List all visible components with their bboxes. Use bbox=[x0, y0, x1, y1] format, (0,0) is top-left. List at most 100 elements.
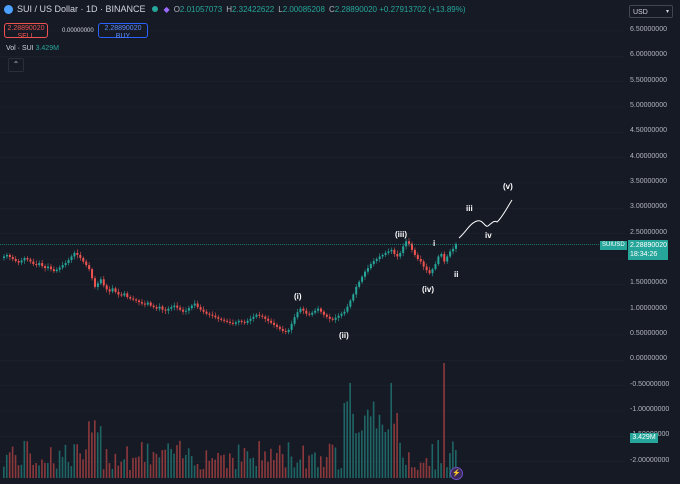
candle-body bbox=[264, 316, 267, 319]
sell-price: 2.28890020 bbox=[7, 25, 45, 32]
sell-label: SELL bbox=[17, 33, 35, 40]
candle-body bbox=[20, 260, 23, 263]
volume-bar bbox=[149, 464, 152, 478]
last-price-tag: 2.28890020 18:34:26 bbox=[628, 240, 668, 260]
volume-bar bbox=[226, 468, 228, 478]
volume-bar bbox=[396, 412, 398, 478]
volume-bar bbox=[152, 451, 155, 478]
candle-body bbox=[243, 321, 246, 323]
candle-body bbox=[211, 314, 214, 316]
volume-bar bbox=[135, 457, 137, 478]
volume-bar bbox=[431, 443, 434, 478]
candle-body bbox=[182, 309, 185, 312]
candle-body bbox=[293, 317, 296, 324]
volume-bar bbox=[41, 459, 43, 478]
candle-body bbox=[322, 311, 325, 315]
candle-body bbox=[355, 286, 358, 295]
candle-body bbox=[176, 305, 179, 308]
volume-legend[interactable]: Vol · SUI 3.429M bbox=[6, 45, 59, 52]
wave-label-v-minor: (v) bbox=[503, 182, 513, 191]
candle-body bbox=[352, 294, 355, 301]
volume-bar bbox=[129, 469, 131, 478]
candle-body bbox=[281, 328, 284, 331]
candle-body bbox=[164, 309, 167, 311]
candle-body bbox=[41, 263, 44, 267]
volume-bar bbox=[255, 465, 258, 478]
candle-body bbox=[381, 254, 384, 257]
candle-body bbox=[328, 316, 331, 319]
candle-body bbox=[311, 312, 314, 315]
candle-body bbox=[278, 326, 281, 329]
symbol-title[interactable]: SUI / US Dollar · 1D · BINANCE bbox=[17, 4, 146, 14]
candle-body bbox=[252, 316, 255, 319]
volume-bar bbox=[275, 452, 278, 478]
candle-body bbox=[261, 315, 264, 317]
flash-icon[interactable]: ⚡ bbox=[450, 467, 463, 480]
candle-body bbox=[26, 257, 29, 260]
candle-body bbox=[223, 319, 226, 321]
volume-bar bbox=[428, 465, 431, 478]
candle-body bbox=[331, 318, 334, 320]
price-axis-label: 5.00000000 bbox=[630, 102, 667, 109]
candle-body bbox=[405, 241, 408, 247]
volume-bar bbox=[243, 448, 246, 478]
volume-bar bbox=[249, 458, 252, 478]
candle-body bbox=[267, 318, 270, 321]
candle-body bbox=[372, 261, 375, 265]
volume-bar bbox=[278, 445, 281, 478]
candle-body bbox=[226, 320, 229, 322]
volume-bar bbox=[99, 426, 102, 478]
share-icon[interactable]: ◆ bbox=[163, 4, 170, 14]
candle-body bbox=[79, 254, 82, 258]
candle-body bbox=[123, 293, 126, 296]
currency-select[interactable]: USD ▾ bbox=[629, 5, 673, 18]
volume-bar bbox=[217, 452, 219, 478]
candle-body bbox=[349, 300, 352, 307]
volume-bar bbox=[419, 462, 422, 478]
price-axis-label: 3.50000000 bbox=[630, 178, 667, 185]
volume-bar bbox=[96, 432, 99, 478]
volume-bar bbox=[61, 456, 64, 478]
price-axis-label: 0.50000000 bbox=[630, 330, 667, 337]
volume-bar bbox=[108, 463, 111, 478]
volume-bar bbox=[311, 454, 313, 478]
volume-bar bbox=[364, 415, 366, 478]
candle-body bbox=[161, 306, 164, 310]
candle-body bbox=[449, 251, 452, 257]
candle-body bbox=[85, 261, 88, 266]
volume-bar bbox=[49, 447, 52, 478]
candle-body bbox=[120, 294, 123, 296]
wave-label-i: i bbox=[433, 239, 436, 248]
candle-body bbox=[287, 329, 290, 332]
volume-bar bbox=[317, 467, 319, 478]
candle-body bbox=[23, 257, 26, 261]
buy-button[interactable]: 2.28890020 BUY bbox=[98, 23, 148, 40]
volume-bar bbox=[14, 455, 17, 478]
volume-bar bbox=[340, 468, 343, 478]
candle-body bbox=[361, 276, 364, 282]
volume-bar bbox=[299, 459, 302, 478]
volume-bar bbox=[187, 448, 190, 478]
volume-bar bbox=[208, 460, 211, 478]
candle-body bbox=[205, 311, 208, 314]
sui-logo-icon bbox=[4, 4, 13, 14]
buy-label: BUY bbox=[115, 33, 131, 40]
volume-bar bbox=[413, 467, 416, 478]
candle-body bbox=[437, 256, 440, 265]
volume-bar bbox=[237, 444, 240, 478]
candle-body bbox=[126, 293, 129, 297]
collapse-legend-button[interactable]: ⌃ bbox=[8, 58, 24, 72]
volume-bar bbox=[308, 455, 310, 478]
volume-bar bbox=[393, 423, 395, 478]
candle-body bbox=[334, 317, 337, 320]
volume-bar bbox=[375, 428, 378, 478]
volume-bar bbox=[11, 446, 14, 478]
sell-button[interactable]: 2.28890020 SELL bbox=[4, 23, 48, 40]
volume-bar bbox=[179, 440, 181, 478]
candle-body bbox=[49, 266, 52, 270]
volume-bar bbox=[35, 463, 37, 478]
volume-bar bbox=[176, 445, 178, 478]
volume-bar bbox=[229, 453, 231, 478]
